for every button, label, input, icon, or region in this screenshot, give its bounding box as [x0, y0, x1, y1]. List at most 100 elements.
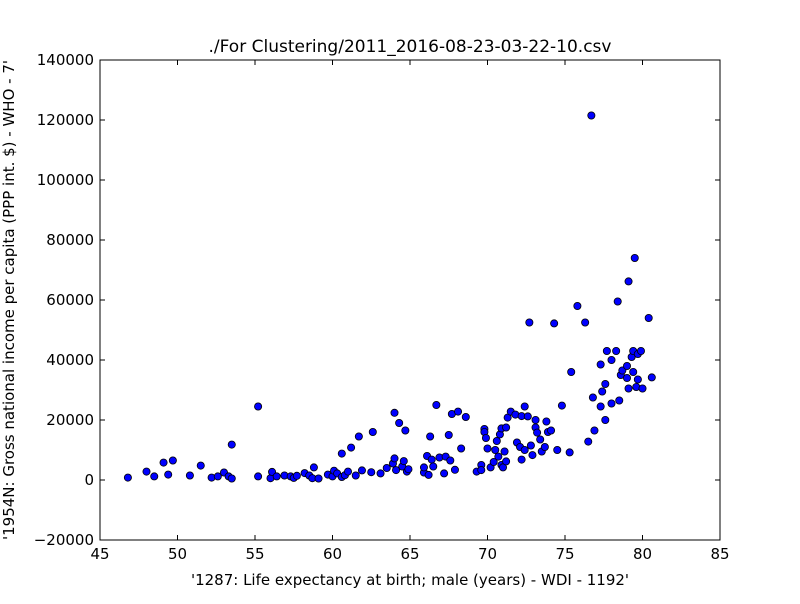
data-point [159, 458, 168, 467]
data-point [607, 355, 616, 364]
data-point [492, 436, 501, 445]
data-point [536, 435, 545, 444]
data-point [565, 448, 574, 457]
data-point [523, 412, 532, 421]
data-point [351, 471, 360, 480]
x-tick-label: 55 [245, 545, 264, 563]
plot-frame [99, 59, 721, 541]
y-axis-label: '1954N: Gross national income per capita… [0, 60, 18, 540]
data-point [392, 466, 401, 475]
data-point [542, 417, 551, 426]
data-point [481, 433, 490, 442]
data-point [624, 384, 633, 393]
y-tick-label: 20000 [46, 411, 94, 429]
data-point [382, 463, 391, 472]
data-point [526, 441, 535, 450]
data-point [581, 318, 590, 327]
data-point [550, 319, 559, 328]
data-point [636, 346, 645, 355]
data-point [368, 427, 377, 436]
data-point [196, 461, 205, 470]
data-point [601, 415, 610, 424]
data-point [502, 457, 511, 466]
data-point [607, 399, 616, 408]
data-point [354, 432, 363, 441]
data-point [427, 455, 436, 464]
data-point [185, 471, 194, 480]
data-point [227, 440, 236, 449]
data-point [502, 423, 511, 432]
data-point [477, 466, 486, 475]
chart-title: ./For Clustering/2011_2016-08-23-03-22-1… [209, 37, 612, 57]
data-point [557, 401, 566, 410]
y-tick-label: 140000 [37, 51, 94, 69]
data-point [613, 297, 622, 306]
data-point [419, 463, 428, 472]
data-point [553, 445, 562, 454]
data-point [446, 456, 455, 465]
data-point [390, 408, 399, 417]
y-tick-label: 100000 [37, 171, 94, 189]
data-point [314, 474, 323, 483]
data-point [525, 318, 534, 327]
data-point [395, 418, 404, 427]
axis-ticks: 45 50 55 60 65 70 75 80 85 −20000 0 20000 40000 60000… [34, 51, 730, 563]
x-tick-label: 75 [555, 545, 574, 563]
data-point [390, 454, 399, 463]
data-point [426, 432, 435, 441]
data-point [517, 455, 526, 464]
data-point [598, 387, 607, 396]
data-point [376, 469, 385, 478]
data-point [596, 360, 605, 369]
data-point [587, 111, 596, 120]
x-tick-label: 70 [478, 545, 497, 563]
x-tick-label: 65 [400, 545, 419, 563]
data-point [629, 367, 638, 376]
y-tick-label: 120000 [37, 111, 94, 129]
data-point [624, 277, 633, 286]
data-point [457, 444, 466, 453]
data-point [531, 415, 540, 424]
data-point [254, 402, 263, 411]
data-point [494, 452, 503, 461]
data-point [533, 428, 542, 437]
data-point [520, 445, 529, 454]
data-point [432, 400, 441, 409]
data-point [483, 444, 492, 453]
data-point [292, 471, 301, 480]
data-point [584, 437, 593, 446]
data-point [357, 466, 366, 475]
data-point [150, 472, 159, 481]
data-point [461, 412, 470, 421]
x-tick-label: 45 [90, 545, 109, 563]
data-point [520, 402, 529, 411]
data-point [399, 457, 408, 466]
data-point [528, 451, 537, 460]
data-point [429, 462, 438, 471]
scatter-points [123, 111, 656, 483]
data-point [491, 445, 500, 454]
data-point [440, 469, 449, 478]
data-point [638, 384, 647, 393]
data-point [596, 402, 605, 411]
data-point [343, 467, 352, 476]
data-point [573, 301, 582, 310]
data-point [500, 447, 509, 456]
data-point [404, 465, 413, 474]
data-point [623, 373, 632, 382]
data-point [347, 443, 356, 452]
data-point [588, 393, 597, 402]
y-tick-label: 0 [84, 471, 94, 489]
data-point [647, 373, 656, 382]
data-point [367, 468, 376, 477]
data-point [213, 472, 222, 481]
data-point [227, 474, 236, 483]
x-tick-label: 85 [710, 545, 729, 563]
data-point [633, 375, 642, 384]
data-point [454, 407, 463, 416]
data-point [540, 442, 549, 451]
data-point [309, 463, 318, 472]
data-point [444, 430, 453, 439]
data-point [164, 470, 173, 479]
